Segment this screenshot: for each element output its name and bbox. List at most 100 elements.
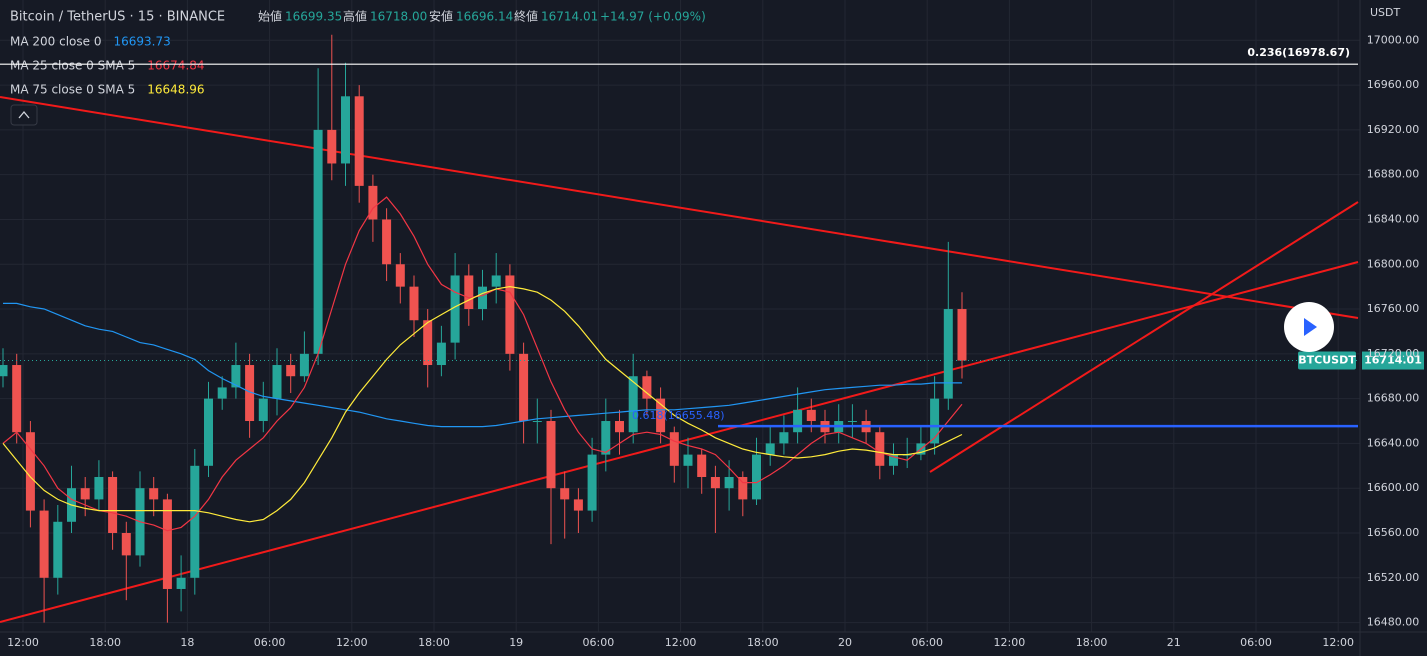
candle-body — [53, 521, 63, 578]
price-badge — [1362, 351, 1424, 370]
symbol-badge — [1298, 351, 1356, 370]
candle-body — [793, 409, 803, 433]
candle-body — [245, 365, 255, 422]
candle-body — [190, 465, 200, 578]
candle-body — [546, 421, 556, 489]
candle-body — [601, 421, 611, 455]
candle-body — [368, 185, 378, 220]
legend-value: 16674.84 — [147, 59, 204, 73]
candle-body — [327, 129, 337, 164]
y-tick-label: 16760.00 — [1367, 302, 1420, 315]
candle-body — [738, 477, 748, 500]
candle-body — [94, 477, 104, 500]
candle-body — [162, 499, 172, 589]
ohlc-label: 始値 — [258, 9, 282, 24]
candle-body — [464, 275, 474, 310]
x-tick-label: 18 — [180, 636, 194, 649]
candle-body — [108, 477, 118, 533]
candle-body — [710, 477, 720, 489]
change: +14.97 (+0.09%) — [600, 10, 706, 24]
candle-body — [25, 432, 35, 511]
y-tick-label: 16600.00 — [1367, 481, 1420, 494]
moving-average — [3, 302, 962, 428]
candle-body — [875, 432, 885, 466]
symbol: Bitcoin / TetherUS · 15 · BINANCE — [10, 10, 225, 25]
ohlc-label: 安値 — [429, 9, 453, 24]
candle-body — [560, 488, 570, 500]
ohlc-value: 16714.01 — [541, 10, 598, 24]
candle-body — [779, 432, 789, 444]
candle-body — [806, 409, 816, 422]
y-tick-label: 16680.00 — [1367, 392, 1420, 405]
candle-body — [286, 365, 296, 377]
candle-body — [478, 286, 487, 310]
candle-body — [299, 353, 309, 377]
ohlc-value: 16699.35 — [285, 10, 342, 24]
candle-body — [957, 309, 967, 361]
x-tick-label: 12:00 — [665, 636, 697, 649]
candle-body — [615, 421, 624, 433]
y-tick-label: 17000.00 — [1367, 33, 1420, 46]
axis-unit: USDT — [1370, 6, 1401, 19]
candle-body — [12, 365, 22, 433]
ohlc-value: 16696.14 — [456, 10, 513, 24]
candle-body — [491, 275, 501, 287]
x-tick-label: 06:00 — [1240, 636, 1272, 649]
fib-label: 0.618(16655.48) — [632, 409, 725, 422]
legend-value: 16693.73 — [113, 35, 170, 49]
y-tick-label: 16520.00 — [1367, 571, 1420, 584]
candle-body — [231, 365, 241, 388]
moving-average — [2, 196, 963, 532]
collapse-icon — [18, 110, 30, 119]
candle-body — [272, 365, 282, 399]
ohlc-label: 高値 — [343, 9, 367, 24]
moving-average — [2, 285, 963, 523]
y-tick-label: 16720.00 — [1367, 347, 1420, 360]
candle-body — [943, 309, 953, 399]
y-tick-label: 16880.00 — [1367, 168, 1420, 181]
y-tick-label: 16920.00 — [1367, 123, 1420, 136]
x-tick-label: 21 — [1167, 636, 1181, 649]
y-tick-label: 16640.00 — [1367, 436, 1420, 449]
candle-body — [313, 129, 323, 354]
x-tick-label: 20 — [838, 636, 852, 649]
x-tick-label: 18:00 — [747, 636, 779, 649]
candle-body — [121, 532, 131, 556]
collapse-button[interactable] — [10, 104, 38, 126]
candle-body — [382, 219, 392, 265]
candle-body — [847, 421, 857, 423]
candle-body — [505, 275, 515, 354]
candle-body — [176, 577, 186, 589]
trend-line — [0, 96, 1359, 319]
x-tick-label: 06:00 — [911, 636, 943, 649]
x-tick-label: 18:00 — [89, 636, 121, 649]
x-tick-label: 12:00 — [7, 636, 39, 649]
candle-body — [450, 275, 460, 343]
trend-line — [0, 261, 1359, 623]
candle-body — [217, 387, 227, 399]
candle-body — [587, 454, 597, 511]
candle-body — [765, 443, 775, 455]
y-tick-label: 16840.00 — [1367, 212, 1420, 225]
x-tick-label: 06:00 — [254, 636, 286, 649]
candle-body — [683, 454, 693, 466]
candle-body — [752, 454, 761, 500]
candle-body — [532, 421, 542, 423]
candle-body — [395, 264, 405, 287]
candle-body — [889, 454, 898, 466]
ohlc-value: 16718.00 — [370, 10, 427, 24]
symbol-badge-text: BTCUSDT — [1298, 354, 1356, 367]
candle-body — [0, 365, 8, 377]
candle-body — [258, 398, 268, 422]
play-icon — [1304, 318, 1317, 336]
candle-body — [436, 342, 446, 366]
x-tick-label: 12:00 — [336, 636, 368, 649]
price-badge-text: 16714.01 — [1364, 354, 1422, 367]
candle-body — [724, 477, 734, 489]
x-tick-label: 12:00 — [994, 636, 1026, 649]
fib-label: 0.236(16978.67) — [1247, 46, 1350, 59]
candle-body — [39, 510, 49, 578]
y-tick-label: 16960.00 — [1367, 78, 1420, 91]
candle-body — [354, 96, 364, 186]
